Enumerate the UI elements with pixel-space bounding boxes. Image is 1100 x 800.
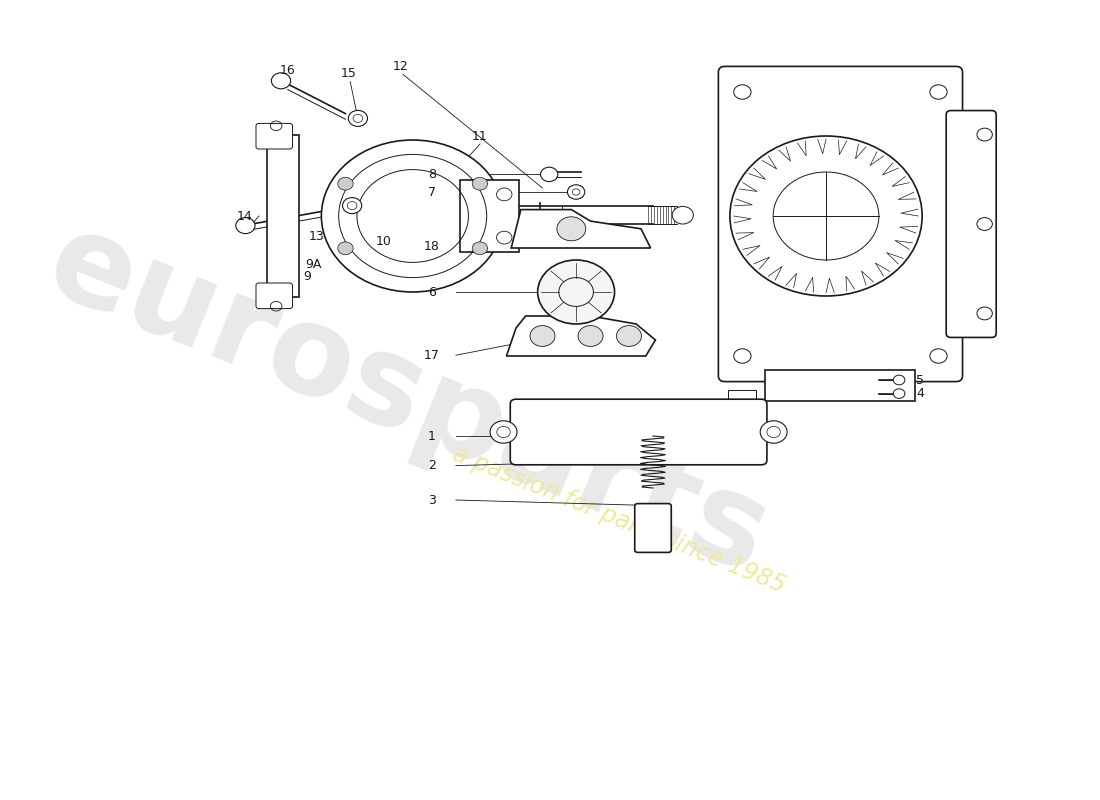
Circle shape xyxy=(235,218,255,234)
Text: 5: 5 xyxy=(916,374,924,386)
Circle shape xyxy=(338,242,353,254)
Polygon shape xyxy=(506,316,656,356)
Text: 8: 8 xyxy=(428,168,436,181)
Text: a passion for parts since 1985: a passion for parts since 1985 xyxy=(450,442,790,598)
Circle shape xyxy=(342,198,362,214)
Text: 10: 10 xyxy=(376,235,392,248)
Text: 9: 9 xyxy=(302,270,311,282)
Text: 17: 17 xyxy=(424,349,440,362)
Circle shape xyxy=(338,178,353,190)
FancyBboxPatch shape xyxy=(635,504,671,552)
Circle shape xyxy=(893,375,905,385)
Text: 6: 6 xyxy=(428,286,436,298)
FancyBboxPatch shape xyxy=(728,390,756,442)
Circle shape xyxy=(472,178,487,190)
Circle shape xyxy=(616,326,641,346)
Circle shape xyxy=(540,167,558,182)
FancyBboxPatch shape xyxy=(510,399,767,465)
Text: 13: 13 xyxy=(309,230,324,242)
Polygon shape xyxy=(512,210,650,248)
Circle shape xyxy=(893,389,905,398)
FancyBboxPatch shape xyxy=(256,123,293,149)
Text: eurosparts: eurosparts xyxy=(31,201,785,599)
Text: 3: 3 xyxy=(428,494,436,506)
Text: 2: 2 xyxy=(428,459,436,472)
Text: 1: 1 xyxy=(428,430,436,442)
Circle shape xyxy=(491,421,517,443)
Text: 4: 4 xyxy=(916,387,924,400)
Text: 7: 7 xyxy=(428,186,436,198)
Text: 16: 16 xyxy=(279,64,296,77)
Circle shape xyxy=(760,421,788,443)
FancyBboxPatch shape xyxy=(718,66,962,382)
Text: 12: 12 xyxy=(393,60,408,73)
FancyBboxPatch shape xyxy=(266,134,299,298)
Circle shape xyxy=(530,326,556,346)
FancyBboxPatch shape xyxy=(460,180,519,253)
Circle shape xyxy=(272,73,290,89)
Circle shape xyxy=(672,206,693,224)
Circle shape xyxy=(557,217,585,241)
Text: 11: 11 xyxy=(472,130,488,142)
Text: 15: 15 xyxy=(340,67,356,80)
Circle shape xyxy=(321,140,504,292)
Circle shape xyxy=(538,260,615,324)
FancyBboxPatch shape xyxy=(766,370,915,401)
FancyBboxPatch shape xyxy=(946,110,997,338)
FancyBboxPatch shape xyxy=(256,283,293,309)
Circle shape xyxy=(568,185,585,199)
Text: 14: 14 xyxy=(236,210,252,222)
Circle shape xyxy=(578,326,603,346)
Text: 18: 18 xyxy=(424,240,440,253)
Circle shape xyxy=(349,110,367,126)
Text: 9A: 9A xyxy=(306,258,322,270)
Circle shape xyxy=(472,242,487,254)
